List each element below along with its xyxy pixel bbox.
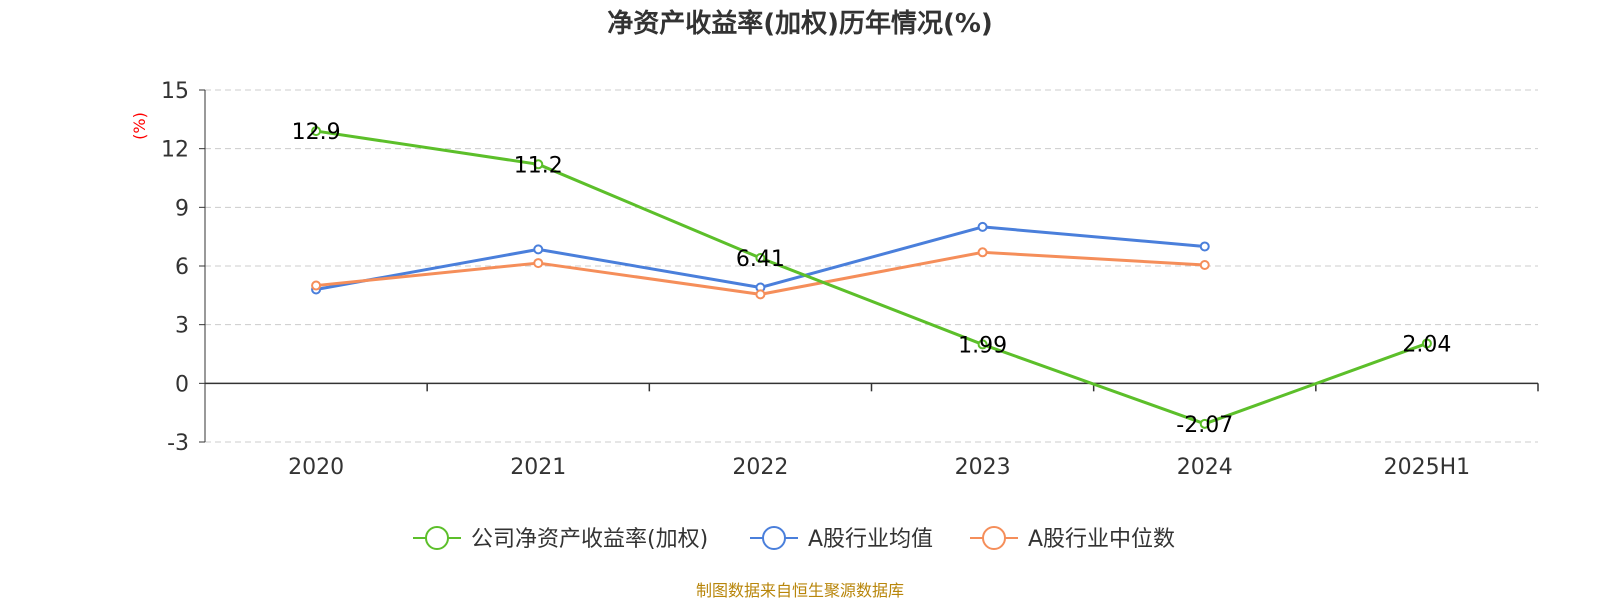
data-label: 12.9 — [292, 120, 341, 145]
legend-label: A股行业中位数 — [1028, 527, 1175, 552]
x-tick-label: 2020 — [288, 455, 344, 480]
y-tick-label: 15 — [161, 79, 189, 104]
data-labels: 12.9 11.2 6.41 1.99 -2.07 2.04 — [292, 120, 1452, 438]
x-tick-label: 2022 — [732, 455, 788, 480]
series-point — [977, 247, 988, 258]
y-tick-label: 9 — [175, 196, 189, 221]
legend-marker — [982, 526, 1006, 550]
legend-item[interactable]: 公司净资产收益率(加权) — [413, 526, 708, 552]
series-point — [1199, 241, 1210, 252]
x-tick-label: 2023 — [955, 455, 1011, 480]
series-point — [755, 252, 766, 263]
legend-item[interactable]: A股行业中位数 — [970, 526, 1175, 552]
y-tick-label: -3 — [167, 431, 189, 456]
y-tick-label: 0 — [175, 372, 189, 397]
data-label: 6.41 — [736, 247, 785, 272]
x-tick-label: 2025H1 — [1384, 455, 1471, 480]
axes: 15 12 9 6 3 0 -3 2020 2021 2022 2023 2024 2025H1 — [161, 79, 1539, 480]
x-tick-label: 2021 — [510, 455, 566, 480]
series-line — [315, 129, 1428, 426]
series-point — [977, 339, 988, 350]
legend-item[interactable]: A股行业均值 — [750, 526, 933, 552]
series-point — [1421, 338, 1432, 349]
legend-label: A股行业均值 — [808, 527, 933, 552]
legend-label: 公司净资产收益率(加权) — [471, 527, 708, 552]
x-tick-label: 2024 — [1177, 455, 1233, 480]
series — [311, 126, 1432, 429]
data-label: 11.2 — [514, 153, 563, 178]
data-label: 2.04 — [1402, 332, 1451, 357]
series-point — [1199, 418, 1210, 429]
source-note: 制图数据来自恒生聚源数据库 — [696, 581, 904, 600]
series-point — [755, 289, 766, 300]
series-point — [977, 221, 988, 232]
data-label: -2.07 — [1176, 413, 1233, 438]
legend[interactable]: 公司净资产收益率(加权) A股行业均值 A股行业中位数 — [413, 526, 1175, 552]
legend-marker — [425, 526, 449, 550]
series-point — [311, 280, 322, 291]
legend-marker — [762, 526, 786, 550]
y-tick-label: 6 — [175, 255, 189, 280]
y-tick-label: 3 — [175, 314, 189, 339]
series-point — [311, 126, 322, 137]
data-label: 1.99 — [958, 333, 1007, 358]
series-point — [533, 159, 544, 170]
y-tick-label: 12 — [161, 138, 189, 163]
series-point — [1199, 260, 1210, 271]
series-point — [533, 258, 544, 269]
y-axis-label: (%) — [130, 112, 149, 140]
series-point — [533, 244, 544, 255]
chart-title: 净资产收益率(加权)历年情况(%) — [607, 8, 993, 39]
